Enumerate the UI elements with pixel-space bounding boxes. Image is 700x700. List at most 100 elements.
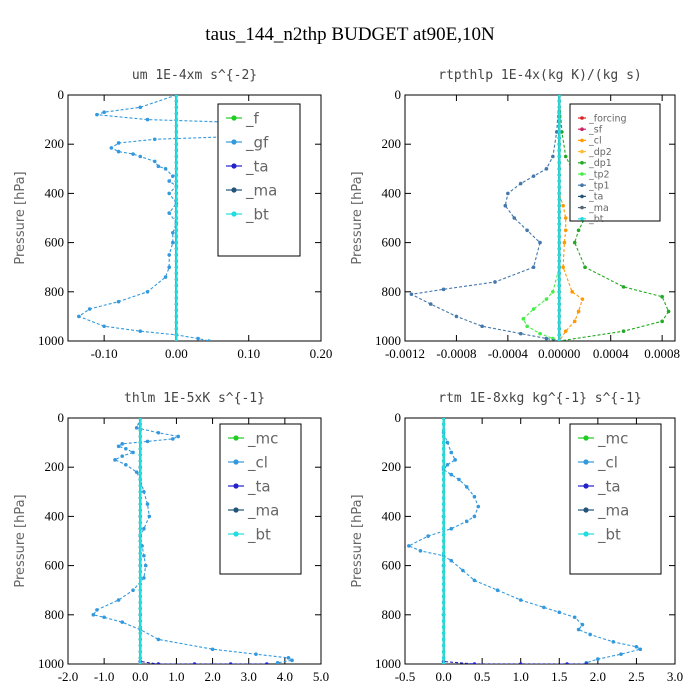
data-point (453, 458, 457, 462)
data-point (445, 462, 450, 467)
data-point (441, 459, 446, 463)
data-point (525, 228, 529, 233)
y-tick-label: 1000 (375, 333, 401, 348)
data-point (584, 662, 589, 664)
panel-1: um 1E-4xm s^{-2} Pressure [hPa] 0 200 400 600… (13, 68, 332, 361)
panel-3: thlm 1E-5xK s^{-1} Pressure [hPa] 0 200 400 6… (13, 391, 329, 684)
data-point (441, 545, 446, 549)
data-point (138, 508, 142, 512)
data-point (171, 174, 175, 178)
legend-label: _cl (247, 453, 268, 472)
data-point (570, 290, 574, 294)
data-point (409, 292, 414, 297)
data-point (531, 174, 536, 178)
y-tick-label: 0 (58, 87, 65, 102)
data-point (445, 440, 450, 445)
data-point (174, 167, 179, 171)
data-point (512, 216, 517, 220)
data-point (441, 490, 446, 494)
data-point (77, 314, 81, 319)
data-point (472, 514, 477, 519)
data-point (131, 588, 135, 592)
legend-marker (580, 205, 584, 210)
data-point (109, 146, 114, 150)
data-point (138, 154, 143, 159)
data-point (138, 570, 142, 574)
data-point (120, 454, 125, 458)
data-point (174, 136, 179, 140)
data-point (171, 437, 175, 441)
legend-marker (231, 187, 237, 193)
data-point (544, 167, 549, 171)
legend-marker (580, 183, 584, 187)
data-point (557, 259, 561, 263)
legend-label: _tp1 (588, 181, 610, 192)
legend-label: _ma (245, 181, 277, 200)
legend-marker (580, 116, 584, 120)
legend-label: _f (245, 109, 260, 128)
data-point (563, 228, 568, 233)
data-point (138, 557, 142, 562)
data-point (518, 662, 523, 664)
data-point (557, 142, 561, 146)
data-point (174, 265, 179, 269)
legend-marker (583, 531, 589, 537)
legend-marker (583, 483, 589, 489)
data-point (441, 625, 446, 629)
data-point (95, 112, 99, 117)
data-point (174, 339, 179, 341)
series-line (443, 418, 587, 664)
data-point (562, 240, 567, 245)
legend-label: _cl (588, 136, 602, 147)
data-point (464, 519, 469, 524)
data-point (138, 631, 142, 635)
y-tick-label: 800 (382, 284, 402, 299)
data-point (557, 228, 561, 232)
data-point (634, 644, 639, 649)
data-point (138, 502, 142, 506)
data-point (145, 439, 150, 444)
data-point (441, 453, 446, 457)
data-point (441, 539, 446, 543)
data-point (138, 588, 142, 592)
data-point (138, 650, 142, 654)
y-tick-label: 0 (58, 410, 65, 425)
legend-label: _bt (597, 525, 621, 544)
data-point (138, 607, 142, 611)
data-point (441, 662, 446, 664)
series-bt (441, 418, 446, 664)
data-point (557, 320, 561, 325)
legend-label: _bt (247, 525, 271, 544)
data-point (138, 477, 142, 482)
data-point (621, 329, 626, 333)
data-point (428, 302, 433, 306)
legend-marker (233, 507, 239, 513)
data-point (441, 650, 446, 654)
data-point (557, 111, 561, 116)
data-point (176, 434, 181, 439)
panel-title: rtm 1E-8xkg kg^{-1} s^{-1} (438, 391, 642, 406)
legend-marker (580, 127, 584, 131)
data-point (174, 130, 179, 134)
data-point (142, 490, 146, 494)
data-point (518, 181, 523, 186)
data-point (210, 647, 215, 652)
data-point (102, 615, 106, 620)
data-point (116, 149, 121, 154)
data-point (480, 324, 484, 329)
y-tick-label: 400 (45, 185, 65, 200)
legend-label: _dp2 (588, 147, 612, 158)
data-point (134, 470, 139, 474)
data-point (138, 662, 142, 664)
legend-box (217, 103, 301, 257)
y-tick-label: 600 (45, 558, 65, 573)
data-point (174, 333, 179, 337)
data-point (464, 485, 469, 489)
data-point (142, 553, 146, 558)
data-point (138, 594, 142, 598)
data-point (138, 564, 142, 568)
data-point (576, 309, 581, 314)
data-point (557, 296, 561, 300)
data-point (116, 598, 121, 602)
